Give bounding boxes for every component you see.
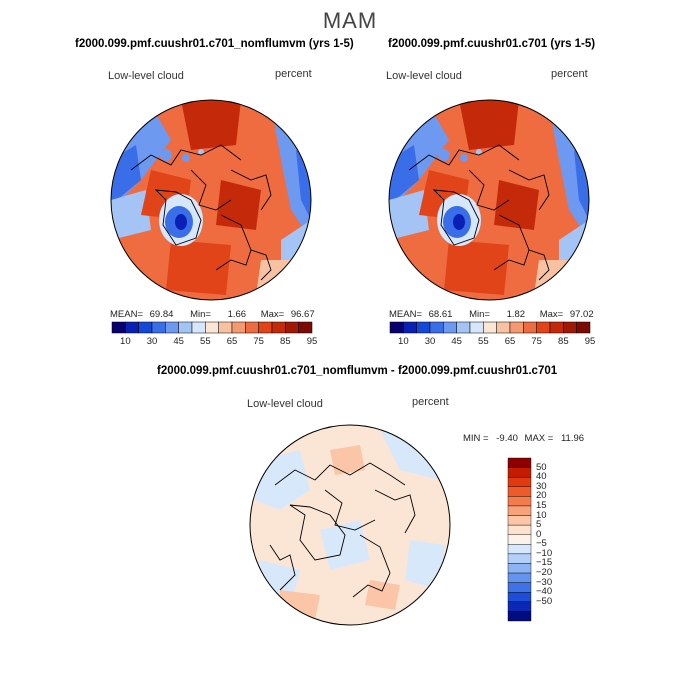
panel-2-colorbar-tick-label: 75 xyxy=(531,336,542,347)
diff-colorbar-tick-label: 5 xyxy=(536,519,542,531)
panel-2-colorbar-tick-label: 65 xyxy=(504,336,516,347)
diff-colorbar-tick-label: 0 xyxy=(536,528,542,540)
panel-1-mean: 69.84 xyxy=(149,309,174,320)
season-title: MAM xyxy=(322,8,378,33)
diff-colorbar-tick-label: −15 xyxy=(536,557,553,569)
diff-colorbar-tick-label: 40 xyxy=(536,471,547,483)
panel-1-map xyxy=(111,100,311,300)
diff-colorbar-tick-label: 30 xyxy=(536,480,547,492)
diff-stats: MIN = -9.40 MAX = 11.96 xyxy=(463,433,584,444)
panel-1-colorbar-tick-label: 10 xyxy=(120,336,131,347)
panel-2-stats: MEAN= 68.61 Min= 1.82 Max= 97.02 xyxy=(389,309,594,320)
panel-2-mean-label: MEAN= xyxy=(389,309,422,320)
panel-2-max-label: Max= xyxy=(539,309,564,320)
diff-colorbar-tick-label: −10 xyxy=(536,547,553,559)
panel-1-min-label: Min= xyxy=(190,309,211,320)
diff-colorbar-tick-label: −20 xyxy=(536,567,553,579)
panel-1-colorbar-tick-label: 85 xyxy=(280,336,291,347)
panel-2-mean: 68.61 xyxy=(428,309,453,320)
panel-1-units: percent xyxy=(275,68,312,80)
diff-units: percent xyxy=(412,396,449,408)
panel-2-max: 97.02 xyxy=(569,309,594,320)
diff-colorbar-tick-label: 10 xyxy=(536,509,547,521)
diff-colorbar-tick-label: −50 xyxy=(536,595,553,607)
panel-1-field-label: Low-level cloud xyxy=(108,70,184,82)
diff-colorbar-tick-label: −5 xyxy=(536,538,547,550)
panel-1-colorbar-tick-label: 95 xyxy=(306,336,318,347)
panel-2-colorbar-tick-label: 45 xyxy=(451,336,462,347)
panel-2-colorbar-tick-label: 85 xyxy=(558,336,569,347)
panel-1-mean-label: MEAN= xyxy=(110,309,143,320)
panel-2-min: 1.82 xyxy=(506,309,526,320)
panel-2-colorbar-tick-label: 30 xyxy=(424,336,436,347)
panel-1-colorbar-tick-label: 55 xyxy=(200,336,211,347)
panel-1-colorbar-tick-label: 30 xyxy=(146,336,158,347)
diff-colorbar-tick-label: 20 xyxy=(536,490,547,502)
panel-1-min: 1.66 xyxy=(227,309,247,320)
diff-max: 11.96 xyxy=(560,433,585,444)
diff-map xyxy=(250,425,450,625)
diff-min-label: MIN = xyxy=(463,433,489,444)
panel-1-colorbar-tick-label: 75 xyxy=(253,336,264,347)
panel-1-max: 96.67 xyxy=(290,309,315,320)
panel-2-map xyxy=(389,100,589,300)
diff-colorbar-tick-label: 15 xyxy=(536,499,547,511)
diff-max-label: MAX = xyxy=(524,433,554,444)
panel-2-units: percent xyxy=(551,68,588,80)
diff-colorbar-tick-label: −30 xyxy=(536,576,553,588)
panel-2-title: f2000.099.pmf.cuushr01.c701 (yrs 1-5) xyxy=(388,38,596,50)
diff-colorbar-tick-label: 50 xyxy=(536,461,547,473)
panel-2-colorbar-tick-label: 10 xyxy=(398,336,409,347)
panel-2-min-label: Min= xyxy=(469,309,490,320)
panel-2-colorbar-tick-label: 55 xyxy=(478,336,489,347)
diff-min: -9.40 xyxy=(496,433,518,444)
diff-field-label: Low-level cloud xyxy=(247,398,323,410)
diff-panel-title: f2000.099.pmf.cuushr01.c701_nomflumvm - … xyxy=(157,365,558,377)
panel-1-colorbar-tick-label: 65 xyxy=(226,336,238,347)
panel-1-title: f2000.099.pmf.cuushr01.c701_nomflumvm (y… xyxy=(75,38,354,50)
panel-1-stats: MEAN= 69.84 Min= 1.66 Max= 96.67 xyxy=(110,309,315,320)
diff-colorbar-tick-label: −40 xyxy=(536,586,553,598)
panel-1-max-label: Max= xyxy=(260,309,285,320)
panel-2-colorbar-tick-label: 95 xyxy=(584,336,596,347)
panel-1-colorbar-tick-label: 45 xyxy=(173,336,184,347)
panel-2-field-label: Low-level cloud xyxy=(386,70,462,82)
